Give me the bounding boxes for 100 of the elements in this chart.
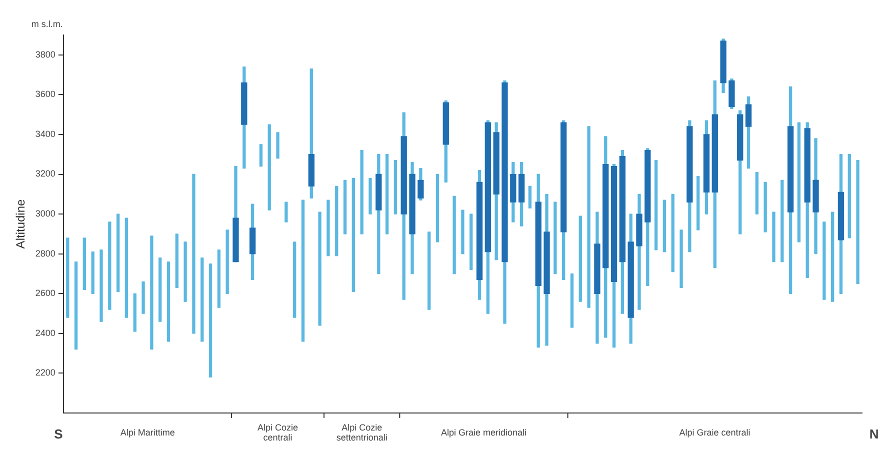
bar	[158, 257, 162, 322]
bar	[755, 172, 759, 214]
bar	[570, 273, 574, 328]
bar	[452, 196, 456, 274]
bar	[518, 174, 525, 202]
bar	[703, 134, 710, 192]
bar	[804, 128, 810, 202]
bar	[241, 82, 248, 125]
bar	[696, 176, 700, 230]
bar	[560, 122, 567, 232]
text: S	[54, 426, 64, 442]
text: Alpi Graie meridionali	[440, 427, 526, 438]
bar	[594, 244, 600, 294]
bar	[175, 234, 178, 288]
y-axis-title: Altitudine	[14, 198, 28, 249]
bar	[737, 114, 744, 161]
bar	[554, 202, 557, 274]
bar	[745, 104, 752, 127]
bar	[166, 261, 170, 342]
bar	[838, 192, 844, 240]
text: N	[869, 426, 879, 442]
y-tick-label: 2800	[35, 248, 56, 258]
text: Alpi Cozie centrali	[258, 422, 298, 442]
bar	[680, 230, 683, 288]
bar	[82, 238, 86, 290]
bar	[232, 218, 239, 262]
bar	[335, 186, 338, 256]
bar	[856, 160, 860, 284]
bar	[587, 126, 590, 308]
bar	[108, 222, 112, 310]
bar	[535, 202, 542, 286]
bar	[502, 82, 508, 262]
bar	[100, 250, 103, 322]
bar	[217, 250, 221, 308]
bar	[418, 180, 424, 198]
bar	[301, 200, 305, 342]
bar	[326, 200, 330, 256]
bar	[74, 261, 78, 350]
bar	[544, 232, 550, 294]
text: m s.l.m.	[31, 18, 63, 29]
bar	[671, 194, 674, 272]
bar	[142, 281, 145, 314]
bar	[318, 212, 322, 326]
bar	[461, 210, 464, 254]
y-tick-label: 2200	[35, 368, 56, 378]
bar	[400, 136, 407, 214]
bar	[654, 160, 658, 250]
bar	[470, 214, 473, 270]
bar	[484, 122, 492, 252]
bar	[91, 252, 94, 294]
bar	[636, 214, 642, 246]
bar	[200, 257, 204, 342]
bar	[343, 180, 347, 234]
bar	[528, 186, 532, 208]
bar	[268, 124, 271, 210]
bar	[831, 212, 834, 302]
bar	[249, 228, 256, 254]
bar	[442, 102, 449, 145]
bar	[368, 178, 372, 214]
bar	[764, 182, 767, 232]
bar	[787, 126, 794, 212]
y-tick-label: 3200	[35, 168, 56, 179]
y-tick-label: 3800	[35, 49, 56, 60]
bar	[409, 174, 416, 234]
bar	[848, 154, 851, 238]
bar	[628, 242, 634, 318]
bar	[662, 200, 666, 252]
bar	[360, 150, 364, 234]
bar	[124, 218, 128, 318]
bar	[308, 154, 314, 187]
bar	[192, 174, 196, 334]
bar	[644, 150, 651, 222]
text: Alpi Cozie settentrionali	[336, 422, 388, 442]
bar	[293, 242, 296, 318]
bar	[428, 232, 431, 310]
bar	[493, 132, 500, 194]
bar	[133, 293, 136, 332]
bar	[476, 182, 483, 280]
bar	[376, 174, 382, 210]
y-tick-label: 3400	[35, 128, 56, 139]
bar	[208, 263, 212, 378]
bar	[822, 222, 826, 300]
y-tick-label: 2400	[35, 328, 56, 338]
bar	[436, 174, 440, 242]
bar	[394, 160, 398, 214]
bar	[184, 242, 187, 302]
bar	[619, 156, 626, 262]
bar	[66, 238, 70, 318]
bar	[276, 132, 280, 159]
text: Alpi Marittime	[120, 427, 175, 438]
bar	[385, 154, 389, 234]
bar	[510, 174, 516, 202]
bar	[602, 164, 609, 268]
bar	[812, 180, 819, 212]
bar	[797, 122, 801, 242]
bar	[578, 216, 582, 302]
bar	[772, 212, 776, 262]
bar	[116, 214, 120, 292]
y-tick-label: 2600	[35, 288, 56, 298]
bar	[712, 114, 718, 192]
